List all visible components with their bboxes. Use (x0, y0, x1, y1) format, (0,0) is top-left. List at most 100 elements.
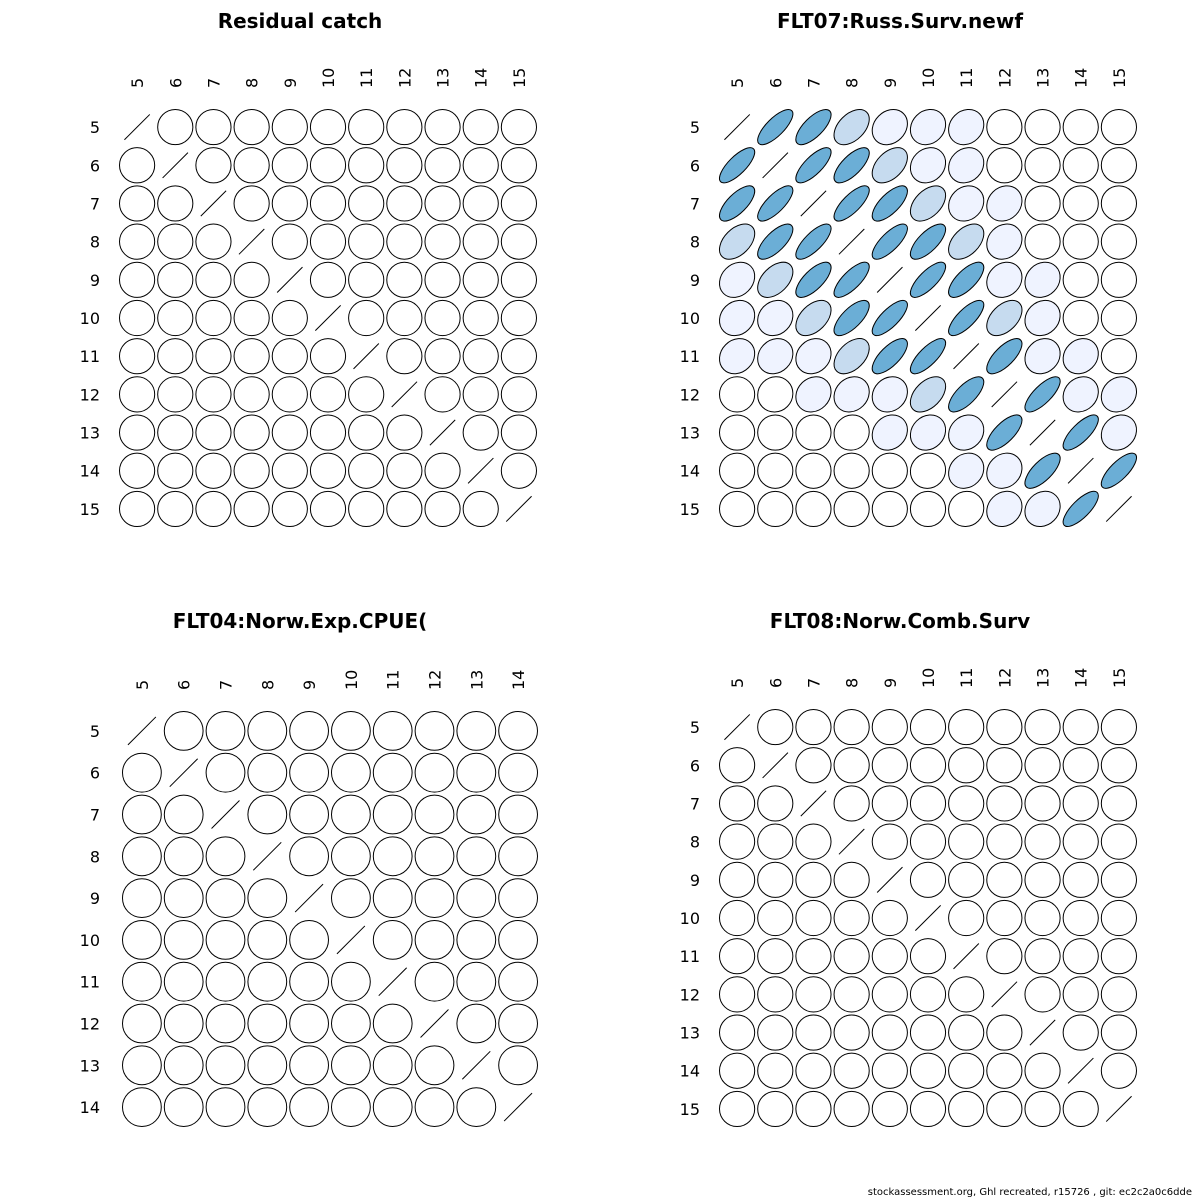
diagonal-line-mark (953, 343, 980, 370)
correlation-ellipse-mark (348, 109, 385, 146)
row-tick-label: 7 (690, 194, 700, 213)
correlation-ellipse-mark (757, 299, 794, 337)
diagonal-line-mark (505, 495, 532, 522)
correlation-ellipse-mark (948, 108, 985, 146)
correlation-ellipse-mark (1024, 747, 1061, 784)
correlation-ellipse-mark (948, 414, 985, 451)
correlation-ellipse-mark (500, 185, 538, 222)
correlation-ellipse-mark (909, 823, 947, 860)
correlation-ellipse-mark (795, 147, 832, 184)
diagonal-line-mark (876, 266, 903, 293)
correlation-ellipse-mark (795, 1090, 832, 1127)
correlation-ellipse-mark (795, 899, 832, 937)
correlation-ellipse-mark (871, 747, 908, 784)
correlation-ellipse-mark (948, 452, 985, 489)
correlation-ellipse-mark (1024, 338, 1061, 375)
column-tick-label: 7 (204, 78, 223, 88)
column-tick-label: 13 (1034, 668, 1053, 688)
correlation-ellipse-mark (163, 1045, 204, 1086)
correlation-ellipse-mark (233, 414, 270, 451)
row-tick-label: 12 (80, 1015, 100, 1034)
correlation-ellipse-mark (414, 752, 455, 793)
correlation-ellipse-mark (1062, 1014, 1099, 1051)
correlation-ellipse-mark (719, 899, 756, 937)
diagonal-line-mark (429, 419, 456, 446)
correlation-ellipse-mark (1100, 747, 1137, 784)
correlation-ellipse-mark (386, 338, 423, 375)
column-tick-label: 6 (766, 78, 785, 88)
correlation-ellipse-mark (271, 109, 308, 146)
correlation-ellipse-mark (1100, 376, 1137, 413)
correlation-ellipse-mark (330, 752, 371, 793)
correlation-ellipse-mark (462, 147, 499, 184)
correlation-ellipse-mark (871, 823, 908, 860)
correlation-ellipse-mark (795, 1052, 832, 1089)
correlation-ellipse-mark (948, 376, 985, 413)
correlation-ellipse-mark (719, 785, 756, 822)
correlation-ellipse-mark (871, 1052, 908, 1089)
correlation-ellipse-mark (719, 861, 756, 898)
correlation-ellipse-mark (386, 299, 423, 337)
correlation-ellipse-mark (948, 490, 985, 527)
correlation-ellipse-mark (833, 899, 870, 937)
column-tick-label: 15 (510, 68, 529, 88)
correlation-ellipse-mark (118, 147, 156, 184)
correlation-ellipse-mark (1024, 1090, 1061, 1127)
column-tick-label: 9 (281, 78, 300, 88)
correlation-ellipse-mark (247, 752, 288, 793)
correlation-ellipse-mark (757, 708, 794, 746)
diagonal-line-mark (127, 716, 157, 746)
correlation-ellipse-mark (372, 1087, 413, 1127)
correlation-ellipse-mark (195, 223, 232, 260)
correlation-ellipse-mark (121, 1087, 162, 1127)
correlation-ellipse-mark (948, 899, 985, 937)
diagonal-line-mark (124, 114, 151, 141)
correlation-ellipse-mark (757, 376, 794, 413)
correlation-ellipse-mark (1100, 185, 1137, 222)
correlation-ellipse-mark (348, 414, 385, 451)
correlation-ellipse-mark (795, 938, 832, 975)
correlation-ellipse-mark (271, 452, 308, 489)
correlation-ellipse-mark (330, 1003, 371, 1044)
diagonal-line-mark (1067, 1057, 1094, 1084)
correlation-ellipse-mark (909, 223, 947, 260)
correlation-ellipse-mark (871, 376, 908, 413)
correlation-ellipse-mark (309, 147, 347, 184)
correlation-ellipse-mark (462, 223, 499, 260)
row-tick-label: 14 (680, 1062, 700, 1081)
diagonal-line-mark (294, 883, 324, 913)
diagonal-line-mark (391, 381, 418, 408)
correlation-ellipse-mark (163, 794, 204, 835)
diagonal-line-mark (1067, 457, 1094, 484)
correlation-ellipse-mark (163, 878, 204, 918)
row-tick-label: 11 (680, 947, 700, 966)
correlation-ellipse-mark (247, 711, 288, 751)
correlation-ellipse-mark (757, 1014, 794, 1051)
correlation-panel: FLT08:Norw.Comb.Surv 5 6 7 8 9 10 11 12 13 14 15 5 6 7… (680, 609, 1137, 1127)
correlation-ellipse-mark (1100, 414, 1137, 451)
correlation-ellipse-mark (986, 108, 1023, 146)
correlation-ellipse-mark (795, 108, 832, 146)
correlation-ellipse-mark (424, 109, 461, 146)
correlation-ellipse-mark (833, 861, 870, 898)
column-tick-label: 9 (300, 680, 319, 690)
correlation-ellipse-mark (757, 490, 794, 527)
correlation-ellipse-mark (330, 1087, 371, 1127)
column-tick-label: 9 (881, 678, 900, 688)
correlation-ellipse-mark (500, 109, 538, 146)
correlation-ellipse-mark (330, 836, 371, 877)
correlation-ellipse-mark (1100, 938, 1137, 975)
correlation-ellipse-mark (118, 223, 156, 260)
column-tick-label: 11 (357, 68, 376, 88)
column-tick-label: 6 (166, 78, 185, 88)
correlation-ellipse-mark (1062, 414, 1099, 451)
correlation-ellipse-mark (498, 878, 538, 918)
correlation-ellipse-mark (462, 414, 499, 451)
correlation-ellipse-mark (1100, 823, 1137, 860)
correlation-ellipse-mark (986, 338, 1023, 375)
correlation-ellipse-mark (718, 1090, 756, 1127)
correlation-ellipse-mark (414, 878, 455, 918)
correlation-ellipse-mark (871, 899, 908, 937)
column-tick-label: 7 (804, 678, 823, 688)
correlation-ellipse-mark (833, 108, 870, 146)
